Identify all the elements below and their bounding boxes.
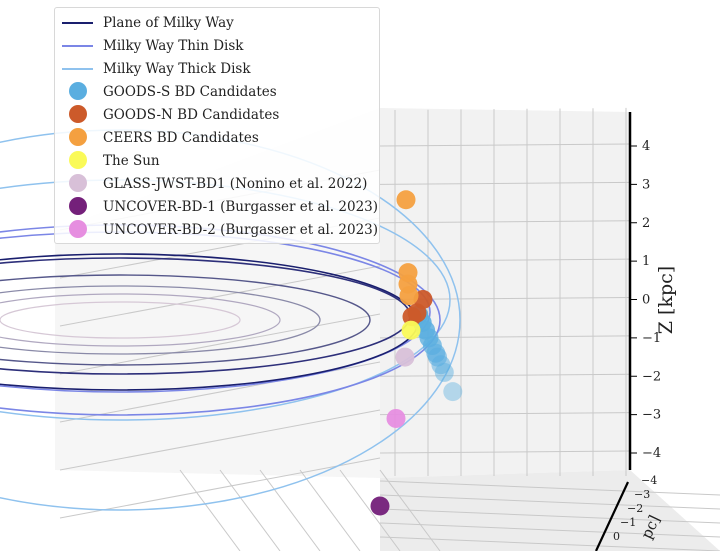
- legend-marker-swatch: [61, 80, 97, 103]
- legend-entry: UNCOVER-BD-2 (Burgasser et al. 2023): [55, 218, 379, 241]
- legend-entry: UNCOVER-BD-1 (Burgasser et al. 2023): [55, 195, 379, 218]
- grid-floor: [299, 469, 361, 552]
- grid-horizontal: [379, 258, 631, 262]
- grid-diagonal: [59, 409, 381, 471]
- grid-horizontal: [379, 450, 631, 454]
- z-tick-label: 4: [642, 139, 650, 154]
- legend: Plane of Milky Way Milky Way Thin Disk Mil…: [54, 7, 380, 244]
- legend-marker-swatch: [61, 103, 97, 126]
- legend-entry: GOODS-N BD Candidates: [55, 103, 379, 126]
- z-tick-label: −4: [642, 446, 661, 461]
- z-tick-label: 0: [642, 293, 650, 308]
- disk-ring: [0, 293, 281, 347]
- z-tick-label: 2: [642, 216, 650, 231]
- legend-dot: [69, 197, 87, 215]
- legend-entry: Milky Way Thin Disk: [55, 34, 379, 57]
- data-point: [396, 190, 416, 210]
- data-point: [434, 362, 454, 382]
- legend-label: GLASS-JWST-BD1 (Nonino et al. 2022): [103, 175, 368, 192]
- legend-dot: [69, 220, 87, 238]
- z-tick-label: 3: [642, 177, 650, 192]
- data-point: [395, 347, 415, 367]
- y-tick-label: −3: [634, 488, 650, 501]
- grid-horizontal: [379, 181, 631, 185]
- legend-entry: CEERS BD Candidates: [55, 126, 379, 149]
- legend-line: [62, 22, 93, 24]
- points: [370, 190, 463, 516]
- legend-entry: GOODS-S BD Candidates: [55, 80, 379, 103]
- legend-entry: The Sun: [55, 149, 379, 172]
- legend-dot: [69, 82, 87, 100]
- legend-label: Plane of Milky Way: [103, 14, 234, 31]
- y-tick-label: −4: [641, 474, 657, 487]
- legend-line-swatch: [61, 57, 97, 80]
- legend-dot: [69, 174, 87, 192]
- z-tick-label: 1: [642, 254, 650, 269]
- grid-floor: [259, 469, 321, 552]
- y-tick-label: −2: [627, 502, 643, 515]
- legend-label: Milky Way Thick Disk: [103, 60, 251, 77]
- legend-marker-swatch: [61, 126, 97, 149]
- disk-ring: [0, 274, 371, 366]
- grid-horizontal: [379, 143, 631, 147]
- grid-horizontal: [379, 373, 631, 377]
- grid-floor-cross: [379, 480, 720, 496]
- legend-dot: [69, 128, 87, 146]
- grid-diagonal: [59, 457, 381, 519]
- data-point: [443, 382, 463, 402]
- legend-label: UNCOVER-BD-2 (Burgasser et al. 2023): [103, 221, 379, 238]
- z-tick-label: −2: [642, 369, 661, 384]
- grid-floor-cross: [379, 494, 720, 510]
- legend-dot: [69, 151, 87, 169]
- legend-line-swatch: [61, 34, 97, 57]
- legend-marker-swatch: [61, 172, 97, 195]
- grid-floor-cross: [379, 508, 720, 524]
- data-point: [370, 496, 390, 516]
- legend-label: Milky Way Thin Disk: [103, 37, 244, 54]
- grid-horizontal: [379, 220, 631, 224]
- grid-horizontal: [379, 412, 631, 416]
- legend-line-swatch: [61, 11, 97, 34]
- legend-label: UNCOVER-BD-1 (Burgasser et al. 2023): [103, 198, 379, 215]
- legend-label: GOODS-S BD Candidates: [103, 83, 277, 100]
- legend-label: The Sun: [103, 152, 160, 169]
- legend-entry: GLASS-JWST-BD1 (Nonino et al. 2022): [55, 172, 379, 195]
- legend-entry: Plane of Milky Way: [55, 11, 379, 34]
- back-wall: [380, 108, 630, 478]
- legend-line: [62, 45, 93, 47]
- z-axis: 4 3 2 1 0 −1 −2 −3 −4 Z [kpc]: [628, 112, 677, 470]
- z-tick-label: −3: [642, 408, 661, 423]
- grid-floor-cross: [379, 522, 720, 538]
- disk-ring: [0, 285, 321, 355]
- grid-diagonal: [59, 313, 381, 375]
- y-tick-label: 0: [613, 530, 620, 543]
- z-tick-label: −1: [642, 331, 661, 346]
- legend-marker-swatch: [61, 195, 97, 218]
- floor-pane: [380, 470, 720, 551]
- y-axis-line: [595, 481, 629, 552]
- grid-floor-cross: [379, 536, 720, 552]
- grid-floor: [219, 469, 281, 552]
- disk-ring: [0, 301, 241, 339]
- data-point: [386, 408, 406, 428]
- legend-entry: Milky Way Thick Disk: [55, 57, 379, 80]
- legend-dot: [69, 105, 87, 123]
- legend-line: [62, 68, 93, 70]
- legend-label: GOODS-N BD Candidates: [103, 106, 280, 123]
- data-point: [401, 320, 421, 340]
- legend-label: CEERS BD Candidates: [103, 129, 259, 146]
- legend-marker-swatch: [61, 149, 97, 172]
- legend-marker-swatch: [61, 218, 97, 241]
- data-point: [431, 355, 451, 375]
- z-axis-label: Z [kpc]: [655, 266, 677, 334]
- data-point: [399, 286, 419, 306]
- grid-floor: [179, 469, 241, 552]
- y-tick-label: −1: [620, 516, 636, 529]
